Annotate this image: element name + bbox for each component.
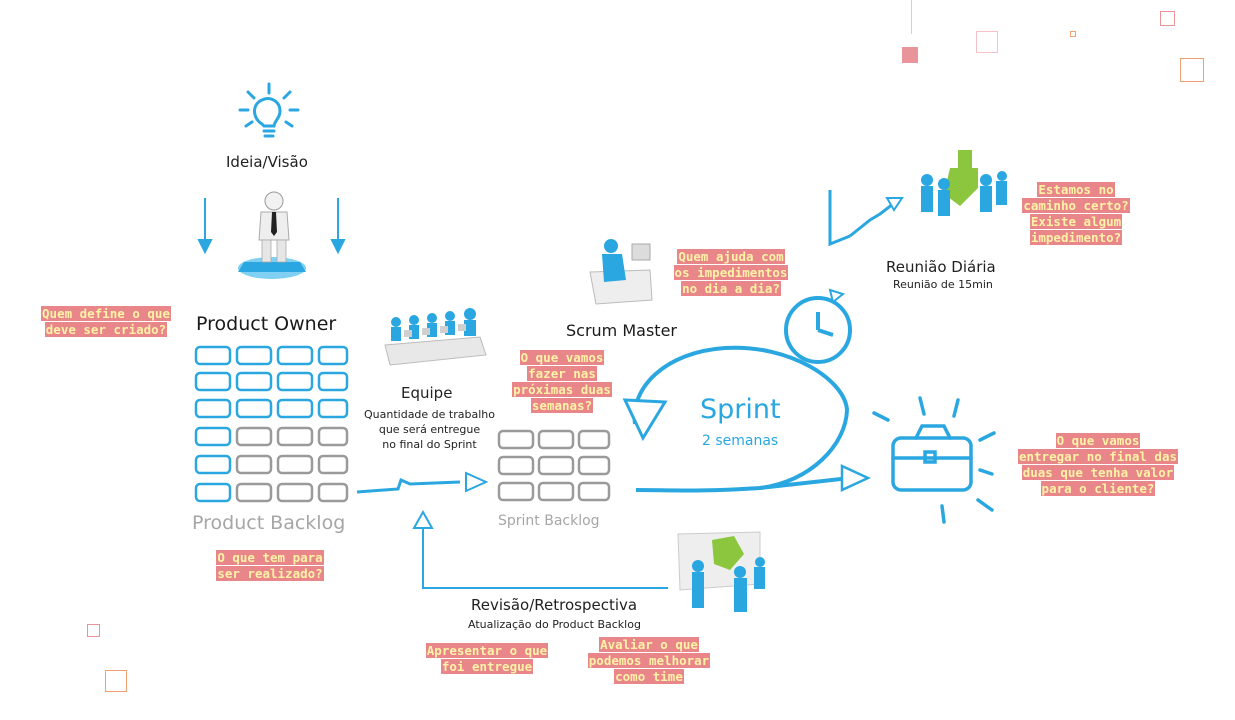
daily-meeting-description: Reunião de 15min — [893, 278, 993, 291]
product-box-icon — [872, 396, 996, 524]
note-line: no dia a dia? — [681, 281, 781, 296]
note-line: Apresentar o que — [425, 643, 549, 658]
deco-square — [976, 31, 998, 53]
note-line: entregar no final das — [1017, 449, 1179, 464]
note-present: Apresentar o que foi entregue — [414, 643, 560, 675]
note-product-backlog: O que tem para ser realizado? — [199, 550, 341, 582]
note-line: Existe algum — [1029, 214, 1123, 229]
sprint-backlog-grid — [497, 429, 611, 502]
note-line: O que vamos — [1055, 433, 1141, 448]
team-description: Quantidade de trabalho que será entregue… — [357, 407, 502, 452]
sprint-backlog-label: Sprint Backlog — [498, 513, 600, 529]
product-owner-label: Product Owner — [196, 313, 337, 335]
team-icon — [384, 308, 487, 366]
note-line: Avaliar o que — [599, 637, 699, 652]
deco-line — [911, 0, 912, 34]
note-line: semanas? — [530, 398, 594, 413]
note-line: duas que tenha valor — [1021, 465, 1175, 480]
product-backlog-grid — [194, 345, 349, 503]
note-line: Estamos no — [1037, 182, 1115, 197]
note-line: O que vamos — [519, 350, 605, 365]
sprint-duration: 2 semanas — [702, 433, 779, 449]
retrospective-description: Atualização do Product Backlog — [468, 618, 641, 631]
note-line: ser realizado? — [216, 566, 324, 581]
daily-meeting-icon — [921, 150, 1007, 216]
note-line: fazer nas — [527, 366, 597, 381]
daily-meeting-label: Reunião Diária — [886, 258, 996, 276]
team-description-line: no final do Sprint — [382, 438, 477, 451]
team-label: Equipe — [401, 384, 453, 402]
team-description-line: Quantidade de trabalho — [364, 408, 495, 421]
note-line: podemos melhorar — [587, 653, 711, 668]
note-improve: Avaliar o que podemos melhorar como time — [568, 637, 730, 685]
clock-icon — [784, 288, 852, 364]
person-icon — [238, 191, 306, 279]
growth-arrow-icon — [828, 190, 904, 247]
idea-vision-label: Ideia/Visão — [226, 153, 308, 171]
note-daily-meeting: Estamos no caminho certo? Existe algum i… — [1014, 182, 1138, 246]
lightbulb-icon — [238, 82, 300, 138]
note-line: para o cliente? — [1040, 481, 1156, 496]
scrum-master-label: Scrum Master — [566, 321, 677, 340]
note-line: impedimento? — [1029, 230, 1123, 245]
deco-square — [87, 624, 100, 637]
product-backlog-label: Product Backlog — [192, 512, 346, 534]
retro-arrow — [412, 509, 668, 589]
retrospective-icon — [677, 531, 765, 612]
team-description-line: que será entregue — [378, 423, 481, 436]
note-line: foi entregue — [440, 659, 534, 674]
note-line: deve ser criado? — [44, 322, 168, 337]
note-product-owner: Quem define o que deve ser criado? — [30, 306, 182, 338]
note-line: os impedimentos — [673, 265, 789, 280]
sprint-title: Sprint — [700, 394, 781, 425]
note-sprint-planning: O que vamos fazer nas próximas duas sema… — [503, 350, 621, 414]
sprint-cycle — [622, 345, 871, 493]
note-scrum-master: Quem ajuda com os impedimentos no dia a … — [662, 249, 800, 297]
deco-square — [105, 670, 127, 692]
deco-square — [1180, 58, 1204, 82]
deco-square — [902, 47, 918, 63]
note-line: como time — [614, 669, 684, 684]
note-line: próximas duas — [512, 382, 612, 397]
scrum-master-icon — [589, 239, 653, 305]
down-arrow-icon — [197, 198, 346, 255]
note-line: Quem ajuda com — [677, 249, 785, 264]
deco-square — [1160, 11, 1175, 26]
note-line: caminho certo? — [1022, 198, 1130, 213]
note-line: O que tem para — [216, 550, 324, 565]
flow-arrow — [356, 471, 489, 494]
deco-square — [1070, 31, 1076, 37]
note-delivery: O que vamos entregar no final das duas q… — [1012, 433, 1184, 497]
retrospective-label: Revisão/Retrospectiva — [471, 596, 638, 614]
note-line: Quem define o que — [41, 306, 171, 321]
